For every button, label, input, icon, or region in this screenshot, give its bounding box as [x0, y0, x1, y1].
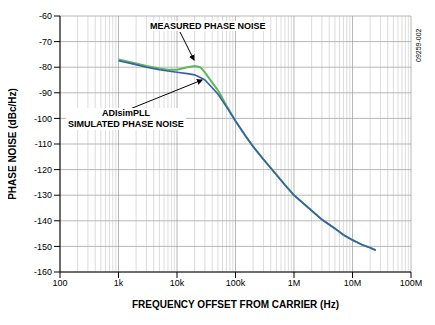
svg-text:100: 100 [52, 278, 67, 288]
svg-text:10k: 10k [170, 278, 185, 288]
svg-text:10M: 10M [344, 278, 362, 288]
svg-text:1M: 1M [288, 278, 301, 288]
html-text:09259-002: 09259-002 [415, 28, 422, 62]
svg-text:100M: 100M [400, 278, 423, 288]
svg-text:PHASE NOISE (dBc/Hz): PHASE NOISE (dBc/Hz) [8, 88, 18, 200]
svg-text:-160: -160 [34, 267, 52, 277]
svg-text:-60: -60 [39, 11, 52, 21]
svg-text:-100: -100 [34, 114, 52, 124]
svg-text:-110: -110 [35, 139, 52, 149]
svg-text:100k: 100k [226, 278, 246, 288]
svg-text:-140: -140 [34, 216, 52, 226]
svg-text:-80: -80 [39, 62, 52, 72]
svg-text:-70: -70 [39, 37, 52, 47]
svg-text:-150: -150 [34, 242, 52, 252]
svg-text:-120: -120 [34, 165, 52, 175]
html-text:ADIsimPLL SIMULATED PHASE NOIS: ADIsimPLL SIMULATED PHASE NOISE [68, 108, 184, 129]
svg-text:-130: -130 [34, 190, 52, 200]
svg-text:1k: 1k [114, 278, 124, 288]
svg-text:FREQUENCY OFFSET FROM CARRIER: FREQUENCY OFFSET FROM CARRIER (Hz) [132, 299, 339, 310]
svg-text:-90: -90 [39, 88, 52, 98]
html-text:MEASURED PHASE NOISE: MEASURED PHASE NOISE [150, 21, 266, 31]
